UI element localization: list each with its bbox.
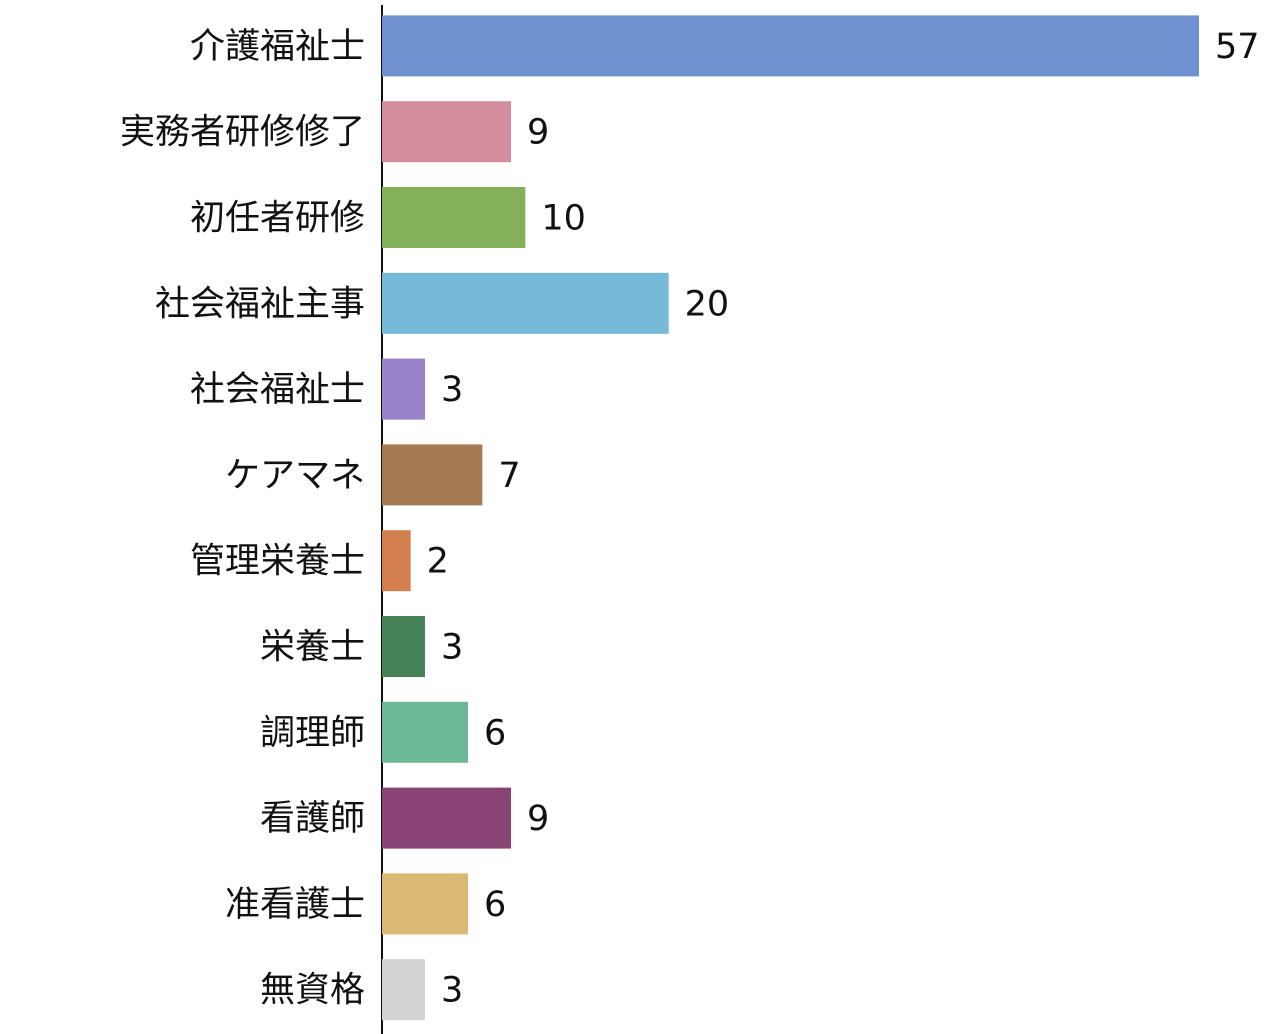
bar bbox=[382, 873, 468, 935]
category-label: 実務者研修修了 bbox=[120, 113, 365, 153]
bar bbox=[382, 530, 411, 592]
value-label: 20 bbox=[685, 284, 730, 324]
category-label: 栄養士 bbox=[260, 628, 365, 668]
value-label: 6 bbox=[484, 885, 506, 925]
value-label: 7 bbox=[498, 456, 520, 496]
value-label: 6 bbox=[484, 713, 506, 753]
bar bbox=[382, 959, 425, 1021]
value-label: 3 bbox=[441, 971, 463, 1011]
bar bbox=[382, 187, 526, 248]
value-label: 57 bbox=[1215, 27, 1260, 67]
category-label: 介護福祉士 bbox=[190, 27, 365, 67]
bar bbox=[382, 101, 511, 163]
value-label: 9 bbox=[527, 799, 549, 839]
category-label: 無資格 bbox=[260, 971, 365, 1011]
category-label: 管理栄養士 bbox=[190, 542, 365, 582]
bar bbox=[382, 787, 511, 849]
value-label: 10 bbox=[541, 199, 586, 239]
bar bbox=[382, 444, 483, 506]
value-label: 2 bbox=[427, 542, 449, 582]
bar bbox=[382, 272, 669, 334]
category-label: 准看護士 bbox=[225, 885, 365, 925]
category-label: 社会福祉主事 bbox=[155, 284, 365, 324]
category-label: 初任者研修 bbox=[190, 199, 365, 239]
bar bbox=[382, 15, 1199, 77]
bar bbox=[382, 616, 425, 677]
bar bbox=[382, 358, 425, 420]
category-label: 社会福祉士 bbox=[190, 370, 365, 410]
value-label: 3 bbox=[441, 370, 463, 410]
bar bbox=[382, 701, 468, 763]
category-label: ケアマネ bbox=[225, 456, 365, 496]
value-label: 3 bbox=[441, 628, 463, 668]
category-label: 看護師 bbox=[260, 799, 365, 839]
value-label: 9 bbox=[527, 113, 549, 153]
category-label: 調理師 bbox=[260, 713, 365, 753]
